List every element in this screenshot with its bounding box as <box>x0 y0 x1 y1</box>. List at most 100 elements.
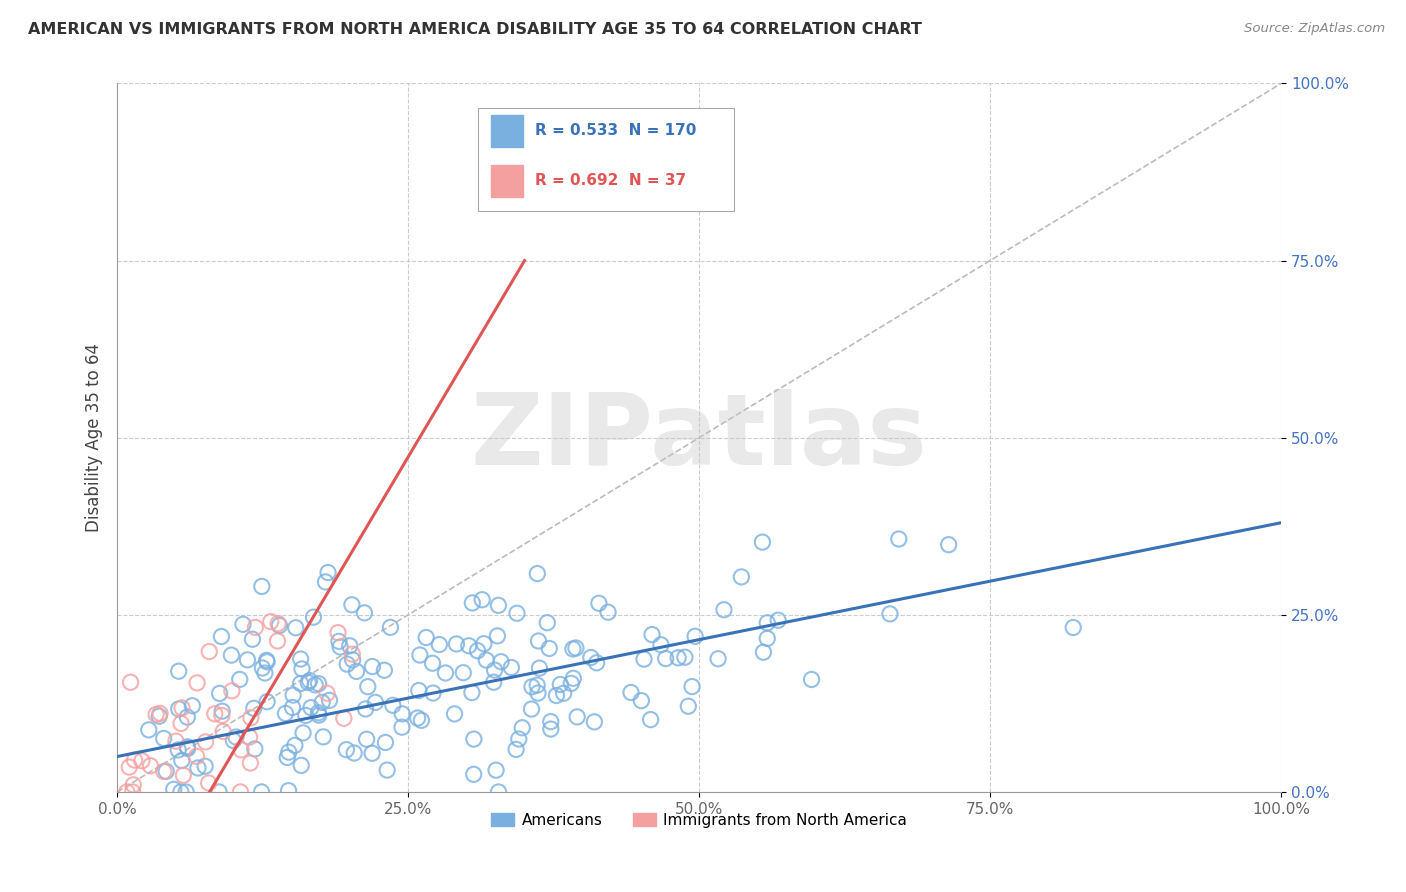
Point <box>546 689 568 703</box>
Point <box>484 663 506 677</box>
Point <box>678 699 700 714</box>
Point <box>250 785 273 799</box>
Point <box>588 596 610 610</box>
Point <box>443 706 465 721</box>
Point <box>281 688 304 702</box>
Point <box>560 676 582 690</box>
Point <box>713 603 735 617</box>
Point <box>209 630 232 644</box>
Point <box>186 749 208 764</box>
Point <box>281 700 304 714</box>
Point <box>149 706 172 721</box>
Point <box>342 653 364 667</box>
Point <box>488 785 510 799</box>
Point <box>620 685 643 699</box>
Point <box>751 535 773 549</box>
Point <box>346 665 368 679</box>
Point <box>284 739 307 753</box>
Point <box>766 613 789 627</box>
Point <box>245 620 267 634</box>
Point <box>243 701 266 715</box>
Point <box>800 673 823 687</box>
Point <box>290 758 312 772</box>
Point <box>312 730 335 744</box>
Point <box>339 639 361 653</box>
Point <box>318 693 340 707</box>
Point <box>277 745 299 759</box>
Point <box>153 764 176 779</box>
Point <box>567 710 589 724</box>
Point <box>308 708 330 723</box>
Text: Source: ZipAtlas.com: Source: ZipAtlas.com <box>1244 22 1385 36</box>
Point <box>453 665 475 680</box>
Point <box>475 653 498 667</box>
Point <box>730 570 752 584</box>
Point <box>409 648 432 662</box>
Point <box>538 641 561 656</box>
Point <box>485 763 508 777</box>
Point <box>308 676 330 690</box>
Point <box>536 615 558 630</box>
Point <box>585 656 607 670</box>
Point <box>683 629 706 643</box>
Point <box>596 605 619 619</box>
Point <box>550 677 572 691</box>
Point <box>174 785 197 799</box>
Text: R = 0.533  N = 170: R = 0.533 N = 170 <box>536 123 696 138</box>
Point <box>211 704 233 718</box>
Point <box>1062 620 1084 634</box>
Point <box>446 637 468 651</box>
Point <box>391 706 413 721</box>
Point <box>510 721 533 735</box>
Point <box>229 673 252 687</box>
Point <box>357 680 380 694</box>
Point <box>565 640 588 655</box>
Point <box>176 710 198 724</box>
Point <box>463 732 485 747</box>
Point <box>329 640 352 654</box>
Point <box>212 724 235 739</box>
Point <box>529 661 551 675</box>
Y-axis label: Disability Age 35 to 64: Disability Age 35 to 64 <box>86 343 103 533</box>
Point <box>170 754 193 768</box>
Point <box>391 720 413 734</box>
Point <box>356 732 378 747</box>
Point <box>208 686 231 700</box>
Point <box>415 631 437 645</box>
Point <box>707 652 730 666</box>
Point <box>427 638 450 652</box>
Text: AMERICAN VS IMMIGRANTS FROM NORTH AMERICA DISABILITY AGE 35 TO 64 CORRELATION CH: AMERICAN VS IMMIGRANTS FROM NORTH AMERIC… <box>28 22 922 37</box>
Point <box>163 782 186 797</box>
Point <box>307 706 329 720</box>
Point <box>221 648 243 662</box>
Point <box>252 661 274 675</box>
Point <box>374 735 396 749</box>
Point <box>222 733 245 747</box>
Point <box>176 741 198 756</box>
Point <box>583 714 606 729</box>
Point <box>353 606 375 620</box>
Point <box>256 653 278 667</box>
Point <box>176 739 198 754</box>
Point <box>167 702 190 716</box>
Point <box>540 714 562 729</box>
Point <box>256 695 278 709</box>
Point <box>381 698 404 713</box>
Point <box>630 693 652 707</box>
Point <box>526 678 548 692</box>
Point <box>298 673 321 688</box>
Point <box>316 686 339 700</box>
Point <box>461 596 484 610</box>
Bar <box>491 115 523 147</box>
Point <box>204 706 226 721</box>
Point <box>115 785 138 799</box>
Point <box>229 785 252 799</box>
Point <box>342 647 364 661</box>
Point <box>654 651 676 665</box>
Point <box>294 708 316 723</box>
Point <box>361 659 384 673</box>
Point <box>231 743 253 757</box>
Point <box>373 663 395 677</box>
Legend: Americans, Immigrants from North America: Americans, Immigrants from North America <box>485 806 914 834</box>
Point <box>276 750 298 764</box>
